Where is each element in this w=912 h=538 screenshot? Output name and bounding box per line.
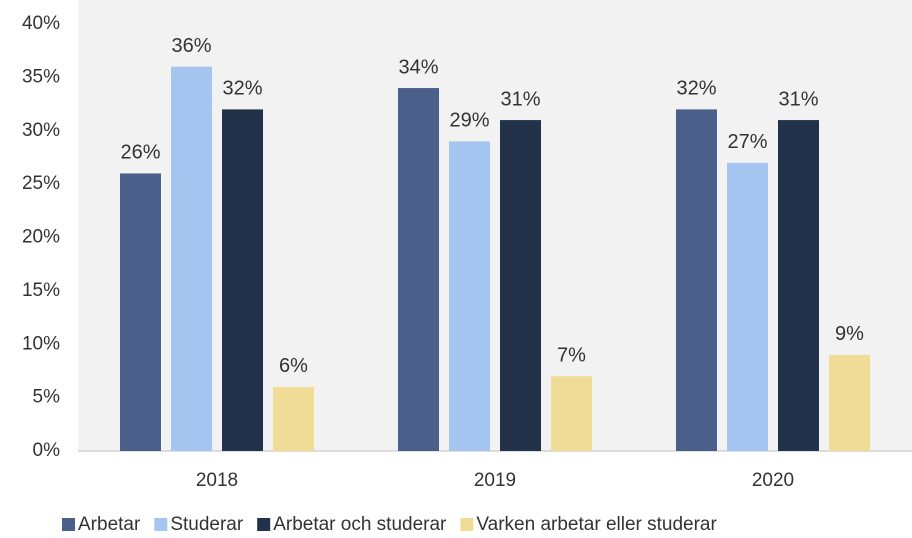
bar <box>398 88 439 452</box>
y-tick-label: 35% <box>22 66 60 87</box>
value-label: 7% <box>557 345 586 367</box>
legend-swatch <box>460 518 474 531</box>
bar <box>500 120 541 451</box>
legend-label: Studerar <box>170 514 244 535</box>
y-tick-label: 10% <box>22 333 60 354</box>
x-tick-label: 2020 <box>752 470 794 491</box>
legend-label: Arbetar och studerar <box>273 514 447 535</box>
bar <box>273 386 314 451</box>
value-label: 36% <box>171 35 211 57</box>
y-tick-label: 15% <box>22 280 60 301</box>
y-tick-label: 40% <box>22 13 60 34</box>
value-label: 31% <box>500 88 540 110</box>
y-tick-label: 0% <box>33 440 61 461</box>
legend-swatch <box>154 518 168 531</box>
value-label: 27% <box>727 131 767 153</box>
value-label: 9% <box>835 323 864 345</box>
bar <box>171 66 212 451</box>
legend-label: Varken arbetar eller studerar <box>476 514 717 535</box>
value-label: 34% <box>398 56 438 78</box>
bar <box>120 173 161 451</box>
y-tick-label: 20% <box>22 227 60 248</box>
value-label: 32% <box>222 78 262 100</box>
legend-swatch <box>257 518 271 531</box>
bar <box>222 109 263 452</box>
plot-background <box>78 0 912 451</box>
bar <box>676 109 717 452</box>
y-tick-label: 30% <box>22 120 60 141</box>
legend-label: Arbetar <box>78 514 141 535</box>
value-label: 26% <box>120 142 160 164</box>
bar <box>829 354 870 451</box>
bar <box>551 376 592 451</box>
value-label: 31% <box>778 88 818 110</box>
y-tick-label: 5% <box>33 387 61 408</box>
value-label: 29% <box>449 110 489 132</box>
value-label: 32% <box>676 78 716 100</box>
value-label: 6% <box>279 355 308 377</box>
bar <box>449 141 490 452</box>
x-tick-label: 2019 <box>474 470 516 491</box>
bar <box>727 162 768 451</box>
x-tick-label: 2018 <box>196 470 238 491</box>
legend-swatch <box>62 518 75 531</box>
bar <box>778 120 819 451</box>
y-tick-label: 25% <box>22 173 60 194</box>
